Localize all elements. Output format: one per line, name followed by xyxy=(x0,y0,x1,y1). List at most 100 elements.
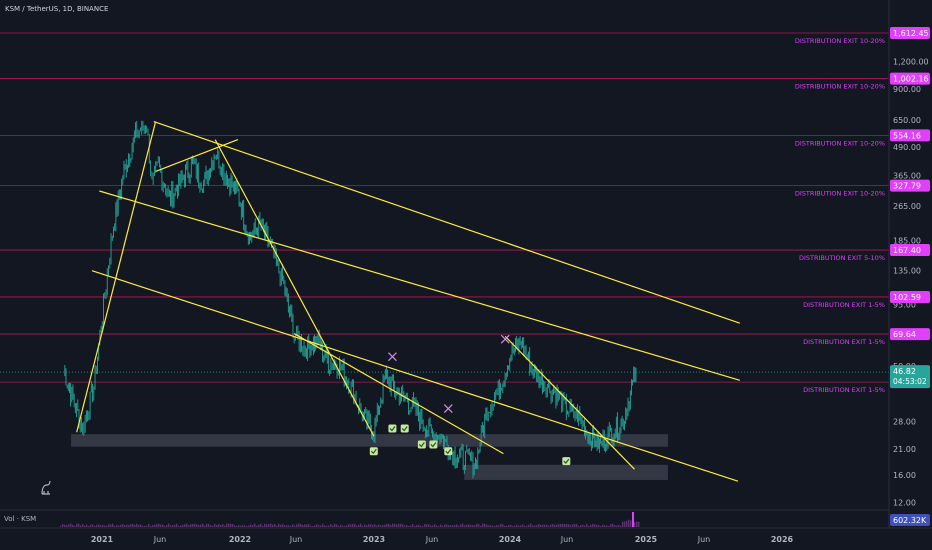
distribution-levels: DISTRIBUTION EXIT 10-20% DISTRIBUTION EXI… xyxy=(0,32,889,394)
volume-bar xyxy=(334,523,336,527)
volume-bar xyxy=(636,521,638,527)
volume-bar xyxy=(492,525,494,527)
volume-bar xyxy=(410,525,412,527)
volume-bar xyxy=(632,512,634,527)
volume-bar xyxy=(486,524,488,527)
level-label: DISTRIBUTION EXIT 10-20% xyxy=(795,139,885,147)
volume-bar xyxy=(406,524,408,527)
volume-bar xyxy=(606,525,608,527)
level-label: DISTRIBUTION EXIT 10-20% xyxy=(795,37,885,45)
level-badge xyxy=(890,129,930,142)
volume-bar xyxy=(236,525,238,527)
volume-bar xyxy=(128,525,130,527)
volume-bar xyxy=(114,525,116,527)
volume-bar xyxy=(260,523,262,527)
volume-bar xyxy=(216,525,218,527)
trendline xyxy=(153,120,741,324)
volume-bar xyxy=(564,524,566,527)
volume-bar xyxy=(440,524,442,527)
price-tick-label: 95.00 xyxy=(893,300,916,309)
volume-bar xyxy=(444,524,446,527)
volume-bar xyxy=(524,525,526,527)
volume-bar xyxy=(224,525,226,527)
level-badge-label: 554.16 xyxy=(893,131,921,140)
time-tick-label: 2021 xyxy=(91,535,114,544)
volume-bar xyxy=(560,523,562,527)
volume-bar xyxy=(184,524,186,527)
volume-bar xyxy=(104,525,106,527)
time-axis[interactable]: 2021 Jun 2022 Jun 2023 Jun 2024 Jun 2025 Jun 2026 xyxy=(91,535,794,544)
price-tick-label: 490.00 xyxy=(893,143,921,152)
volume-bar xyxy=(66,525,68,527)
volume-bar xyxy=(112,523,114,527)
level-label: DISTRIBUTION EXIT 10-20% xyxy=(795,190,885,198)
volume-bar xyxy=(192,523,194,527)
volume-bar xyxy=(288,525,290,527)
time-tick-label: 2024 xyxy=(499,535,522,544)
volume-bar xyxy=(374,524,376,527)
volume-bar xyxy=(422,525,424,527)
check-marker xyxy=(369,447,378,456)
volume-bar xyxy=(480,525,482,527)
volume-bar xyxy=(312,525,314,527)
volume-bar xyxy=(108,523,110,527)
volume-bar xyxy=(496,524,498,527)
volume-bar xyxy=(70,523,72,527)
level-badge-label: 1,002.16 xyxy=(893,75,929,84)
volume-bar xyxy=(310,525,312,527)
volume-bar xyxy=(352,523,354,527)
level-label: DISTRIBUTION EXIT 10-20% xyxy=(795,83,885,91)
volume-bar xyxy=(278,523,280,527)
volume-bar xyxy=(552,523,554,527)
volume-bar xyxy=(106,525,108,527)
countdown-label: 04:53:02 xyxy=(893,377,927,386)
price-axis-badges: 1,612.45 1,002.16 554.16 327.79 167.40 102.59… xyxy=(890,27,930,526)
volume-bar xyxy=(94,525,96,527)
volume-bar xyxy=(464,525,466,527)
volume-bar xyxy=(504,525,506,527)
volume-bar xyxy=(592,523,594,527)
tradingview-logo xyxy=(41,480,51,495)
volume-bar xyxy=(264,523,266,527)
volume-bar xyxy=(506,525,508,527)
volume-bar xyxy=(282,524,284,527)
volume-bar xyxy=(274,524,276,527)
volume-bar xyxy=(392,523,394,527)
volume-bar xyxy=(322,523,324,527)
volume-bar xyxy=(140,524,142,527)
price-tick-label: 28.00 xyxy=(893,417,916,426)
check-marker xyxy=(444,447,453,456)
volume-bar xyxy=(150,525,152,527)
volume-bar xyxy=(494,525,496,527)
volume-bar xyxy=(454,524,456,527)
volume-bar xyxy=(324,525,326,527)
markers xyxy=(369,334,571,466)
volume-bar xyxy=(228,523,230,527)
price-tick-label: 135.00 xyxy=(893,267,921,276)
volume-bar xyxy=(424,523,426,527)
volume-bar xyxy=(628,519,630,527)
volume-bar xyxy=(366,525,368,527)
volume-bar xyxy=(250,524,252,527)
symbol-title[interactable]: KSM / TetherUS, 1D, BINANCE xyxy=(5,5,109,13)
volume-bar xyxy=(470,524,472,527)
volume-bar xyxy=(520,525,522,527)
volume-bar xyxy=(226,523,228,527)
volume-bar xyxy=(154,524,156,527)
level-badge xyxy=(890,244,930,257)
volume-bar xyxy=(90,524,92,527)
volume-bar xyxy=(476,523,478,527)
volume-bar xyxy=(354,523,356,527)
volume-bar xyxy=(232,524,234,527)
check-marker xyxy=(417,440,426,449)
volume-bar xyxy=(608,525,610,527)
volume-value: 602.32K xyxy=(893,516,927,525)
volume-bar xyxy=(146,525,148,527)
volume-bar xyxy=(604,525,606,527)
volume-bar xyxy=(578,525,580,527)
price-tick-label: 16.00 xyxy=(893,471,916,480)
volume-bar xyxy=(394,523,396,527)
volume-bar xyxy=(262,525,264,527)
